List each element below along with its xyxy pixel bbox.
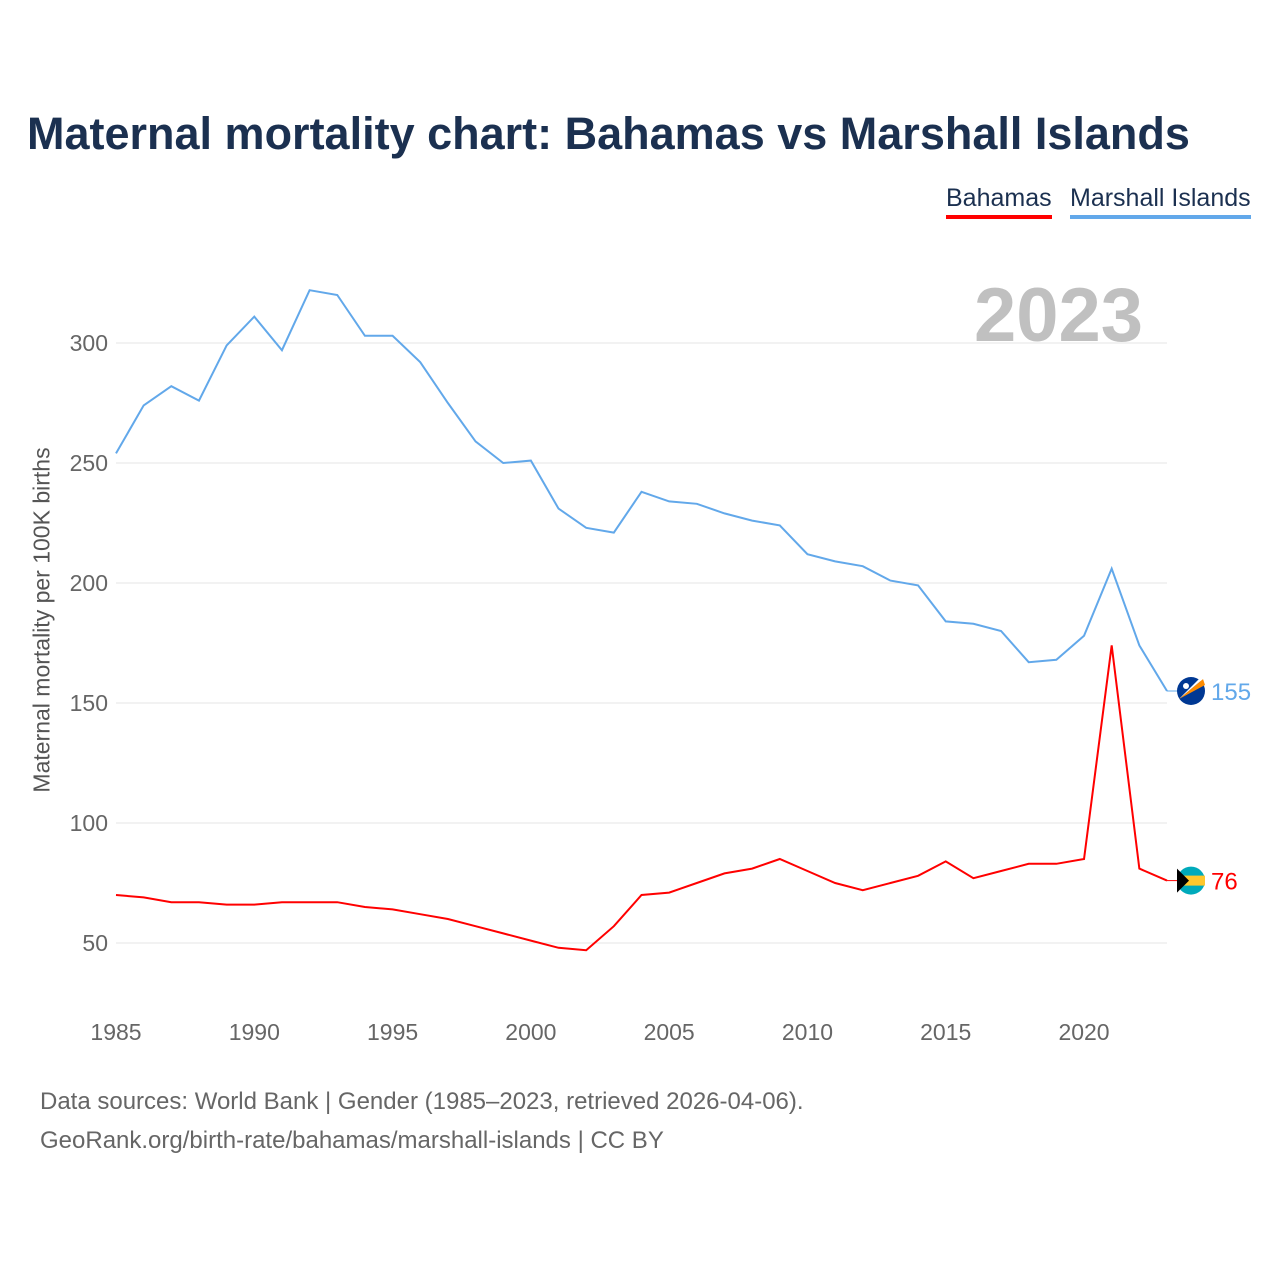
x-tick-label: 2020	[1058, 1019, 1109, 1045]
series-line-bahamas	[115, 645, 1168, 952]
end-value-label: 76	[1211, 869, 1238, 896]
y-tick-label: 50	[82, 930, 108, 956]
flag-star	[1183, 683, 1189, 689]
flag-ray-white	[1179, 677, 1203, 699]
source-line-2: GeoRank.org/birth-rate/bahamas/marshall-…	[40, 1127, 664, 1154]
legend-marshall-islands[interactable]: Marshall Islands	[1070, 184, 1251, 219]
y-tick-label: 200	[70, 570, 108, 596]
flag-stripe	[1177, 875, 1205, 886]
y-tick-label: 150	[70, 690, 108, 716]
flag-ray-orange	[1179, 679, 1205, 699]
x-tick-label: 2000	[505, 1019, 556, 1045]
x-tick-label: 1995	[367, 1019, 418, 1045]
y-tick-label: 250	[70, 450, 108, 476]
x-tick-label: 2015	[920, 1019, 971, 1045]
y-tick-label: 100	[70, 810, 108, 836]
flag-triangle	[1177, 868, 1189, 893]
y-tick-label: 300	[70, 330, 108, 356]
series-line-marshall-islands	[115, 289, 1168, 692]
chart-title: Maternal mortality chart: Bahamas vs Mar…	[27, 108, 1190, 159]
end-value-label: 155	[1211, 679, 1251, 706]
x-tick-label: 2010	[782, 1019, 833, 1045]
source-line-1: Data sources: World Bank | Gender (1985–…	[40, 1088, 804, 1115]
year-watermark: 2023	[974, 273, 1144, 358]
legend-bahamas[interactable]: Bahamas	[946, 184, 1052, 219]
x-tick-label: 2005	[644, 1019, 695, 1045]
x-tick-label: 1990	[229, 1019, 280, 1045]
x-tick-label: 1985	[90, 1019, 141, 1045]
